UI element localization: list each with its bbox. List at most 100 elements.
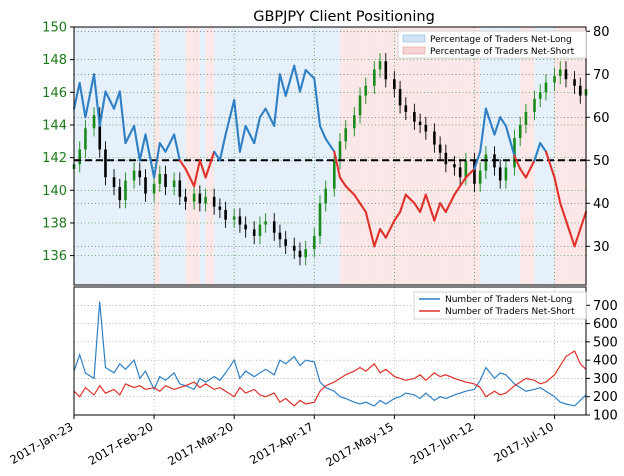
net-short-band bbox=[354, 27, 360, 285]
top-panel-frame bbox=[73, 26, 587, 286]
pct-line-segment bbox=[499, 116, 507, 127]
net-long-band bbox=[480, 27, 486, 285]
net-long-band bbox=[320, 27, 326, 285]
candle-body bbox=[78, 149, 82, 165]
percentage-axis-ticks: 30 40 50 60 70 80 bbox=[586, 25, 610, 255]
pct-line-segment bbox=[419, 193, 427, 213]
date-tick-label: 2017-Mar-20 bbox=[165, 419, 235, 468]
price-tick-label: 144 bbox=[42, 118, 67, 133]
net-long-band bbox=[259, 27, 266, 285]
date-axis-ticks: 2017-Jan-23 2017-Feb-20 2017-Mar-20 2017-Ap… bbox=[7, 415, 556, 469]
candle-body bbox=[418, 121, 422, 125]
pct-tick-label: 60 bbox=[593, 111, 610, 126]
positioning-fill-layer bbox=[74, 27, 587, 285]
date-tick-label: 2017-May-15 bbox=[323, 419, 396, 469]
pct-tick-label: 50 bbox=[593, 154, 610, 169]
net-long-band bbox=[274, 27, 280, 285]
net-short-band bbox=[345, 27, 355, 285]
candle-body bbox=[192, 193, 196, 202]
net-short-band bbox=[400, 27, 406, 285]
count-tick-label: 100 bbox=[593, 409, 618, 424]
pct-line-segment bbox=[324, 137, 336, 153]
price-axis-ticks: 136 138 140 142 144 146 148 150 bbox=[42, 21, 74, 264]
pct-line-segment bbox=[484, 107, 496, 136]
pct-line-segment bbox=[318, 124, 327, 140]
candle-body bbox=[504, 167, 508, 181]
candle-body bbox=[224, 209, 227, 220]
net-long-band bbox=[254, 27, 260, 285]
pct-line-segment bbox=[313, 77, 322, 127]
net-short-band bbox=[454, 27, 461, 285]
price-tick-label: 142 bbox=[42, 151, 67, 166]
candle-body bbox=[158, 173, 162, 184]
pct-line-segment bbox=[539, 142, 548, 153]
net-short-band bbox=[385, 27, 395, 285]
candle-body bbox=[398, 89, 402, 106]
pct-line-segment bbox=[304, 68, 316, 80]
net-long-band bbox=[199, 27, 206, 285]
pct-line-segment bbox=[284, 64, 296, 97]
pct-line-segment bbox=[513, 154, 522, 170]
net-long-band bbox=[174, 27, 180, 285]
pct-line-segment bbox=[364, 210, 376, 248]
pct-line-segment bbox=[84, 73, 96, 119]
net-short-band bbox=[205, 27, 215, 285]
candle-body bbox=[324, 188, 328, 204]
net-long-band bbox=[285, 27, 295, 285]
candle-body bbox=[424, 124, 428, 132]
candle-body bbox=[433, 131, 436, 145]
pct-line-segment bbox=[264, 107, 276, 127]
candle-body bbox=[312, 236, 316, 250]
net-short-band bbox=[360, 27, 366, 285]
pct-line-segment bbox=[358, 202, 367, 213]
candle-body bbox=[573, 79, 576, 86]
pct-line-segment bbox=[333, 150, 342, 179]
net-long-band bbox=[94, 27, 100, 285]
pct-line-segment bbox=[533, 142, 542, 162]
candle-body bbox=[533, 98, 536, 112]
net-short-band bbox=[405, 27, 415, 285]
pct-tick-label: 70 bbox=[593, 68, 610, 83]
pct-line-segment bbox=[104, 90, 116, 110]
candle-body bbox=[444, 152, 448, 165]
price-tick-label: 150 bbox=[42, 21, 67, 36]
pct-line-segment bbox=[459, 176, 467, 188]
candle-body bbox=[413, 111, 416, 122]
pct-line-segment bbox=[193, 159, 201, 188]
candle-body bbox=[98, 115, 102, 150]
candle-body bbox=[578, 85, 582, 96]
pct-line-segment bbox=[464, 167, 476, 179]
candle-body bbox=[453, 164, 456, 168]
candle-body bbox=[464, 160, 468, 178]
candle-body bbox=[218, 206, 222, 210]
candle-body bbox=[132, 170, 136, 181]
candle-body bbox=[258, 224, 262, 237]
net-short-band bbox=[560, 27, 566, 285]
pct-line-segment bbox=[444, 193, 456, 213]
count-tick-label: 600 bbox=[593, 317, 618, 332]
candle-body bbox=[184, 196, 187, 202]
net-long-band bbox=[139, 27, 146, 285]
candle-body bbox=[458, 167, 462, 178]
net-short-band bbox=[425, 27, 435, 285]
net-long-band bbox=[234, 27, 240, 285]
net-long-band bbox=[119, 27, 126, 285]
net-short-band bbox=[580, 27, 586, 285]
candle-body bbox=[478, 170, 482, 184]
pct-tick-label: 40 bbox=[593, 197, 610, 212]
date-tick-label: 2017-Jun-12 bbox=[408, 419, 476, 467]
net-long-band bbox=[134, 27, 140, 285]
candle-body bbox=[353, 115, 356, 129]
pct-line-segment bbox=[273, 73, 281, 127]
net-long-band bbox=[159, 27, 166, 285]
net-long-band bbox=[485, 27, 495, 285]
top-panel: 136 138 140 142 144 146 148 150 30 40 50 60 70 80 Pe… bbox=[42, 21, 610, 286]
candle-body bbox=[278, 232, 282, 240]
candle-body bbox=[373, 69, 376, 86]
candle-body bbox=[384, 61, 388, 80]
pct-line-segment bbox=[258, 107, 267, 119]
price-tick-label: 138 bbox=[42, 216, 67, 231]
net-short-band bbox=[440, 27, 446, 285]
net-long-band bbox=[534, 27, 541, 285]
pct-line-segment bbox=[178, 159, 187, 170]
